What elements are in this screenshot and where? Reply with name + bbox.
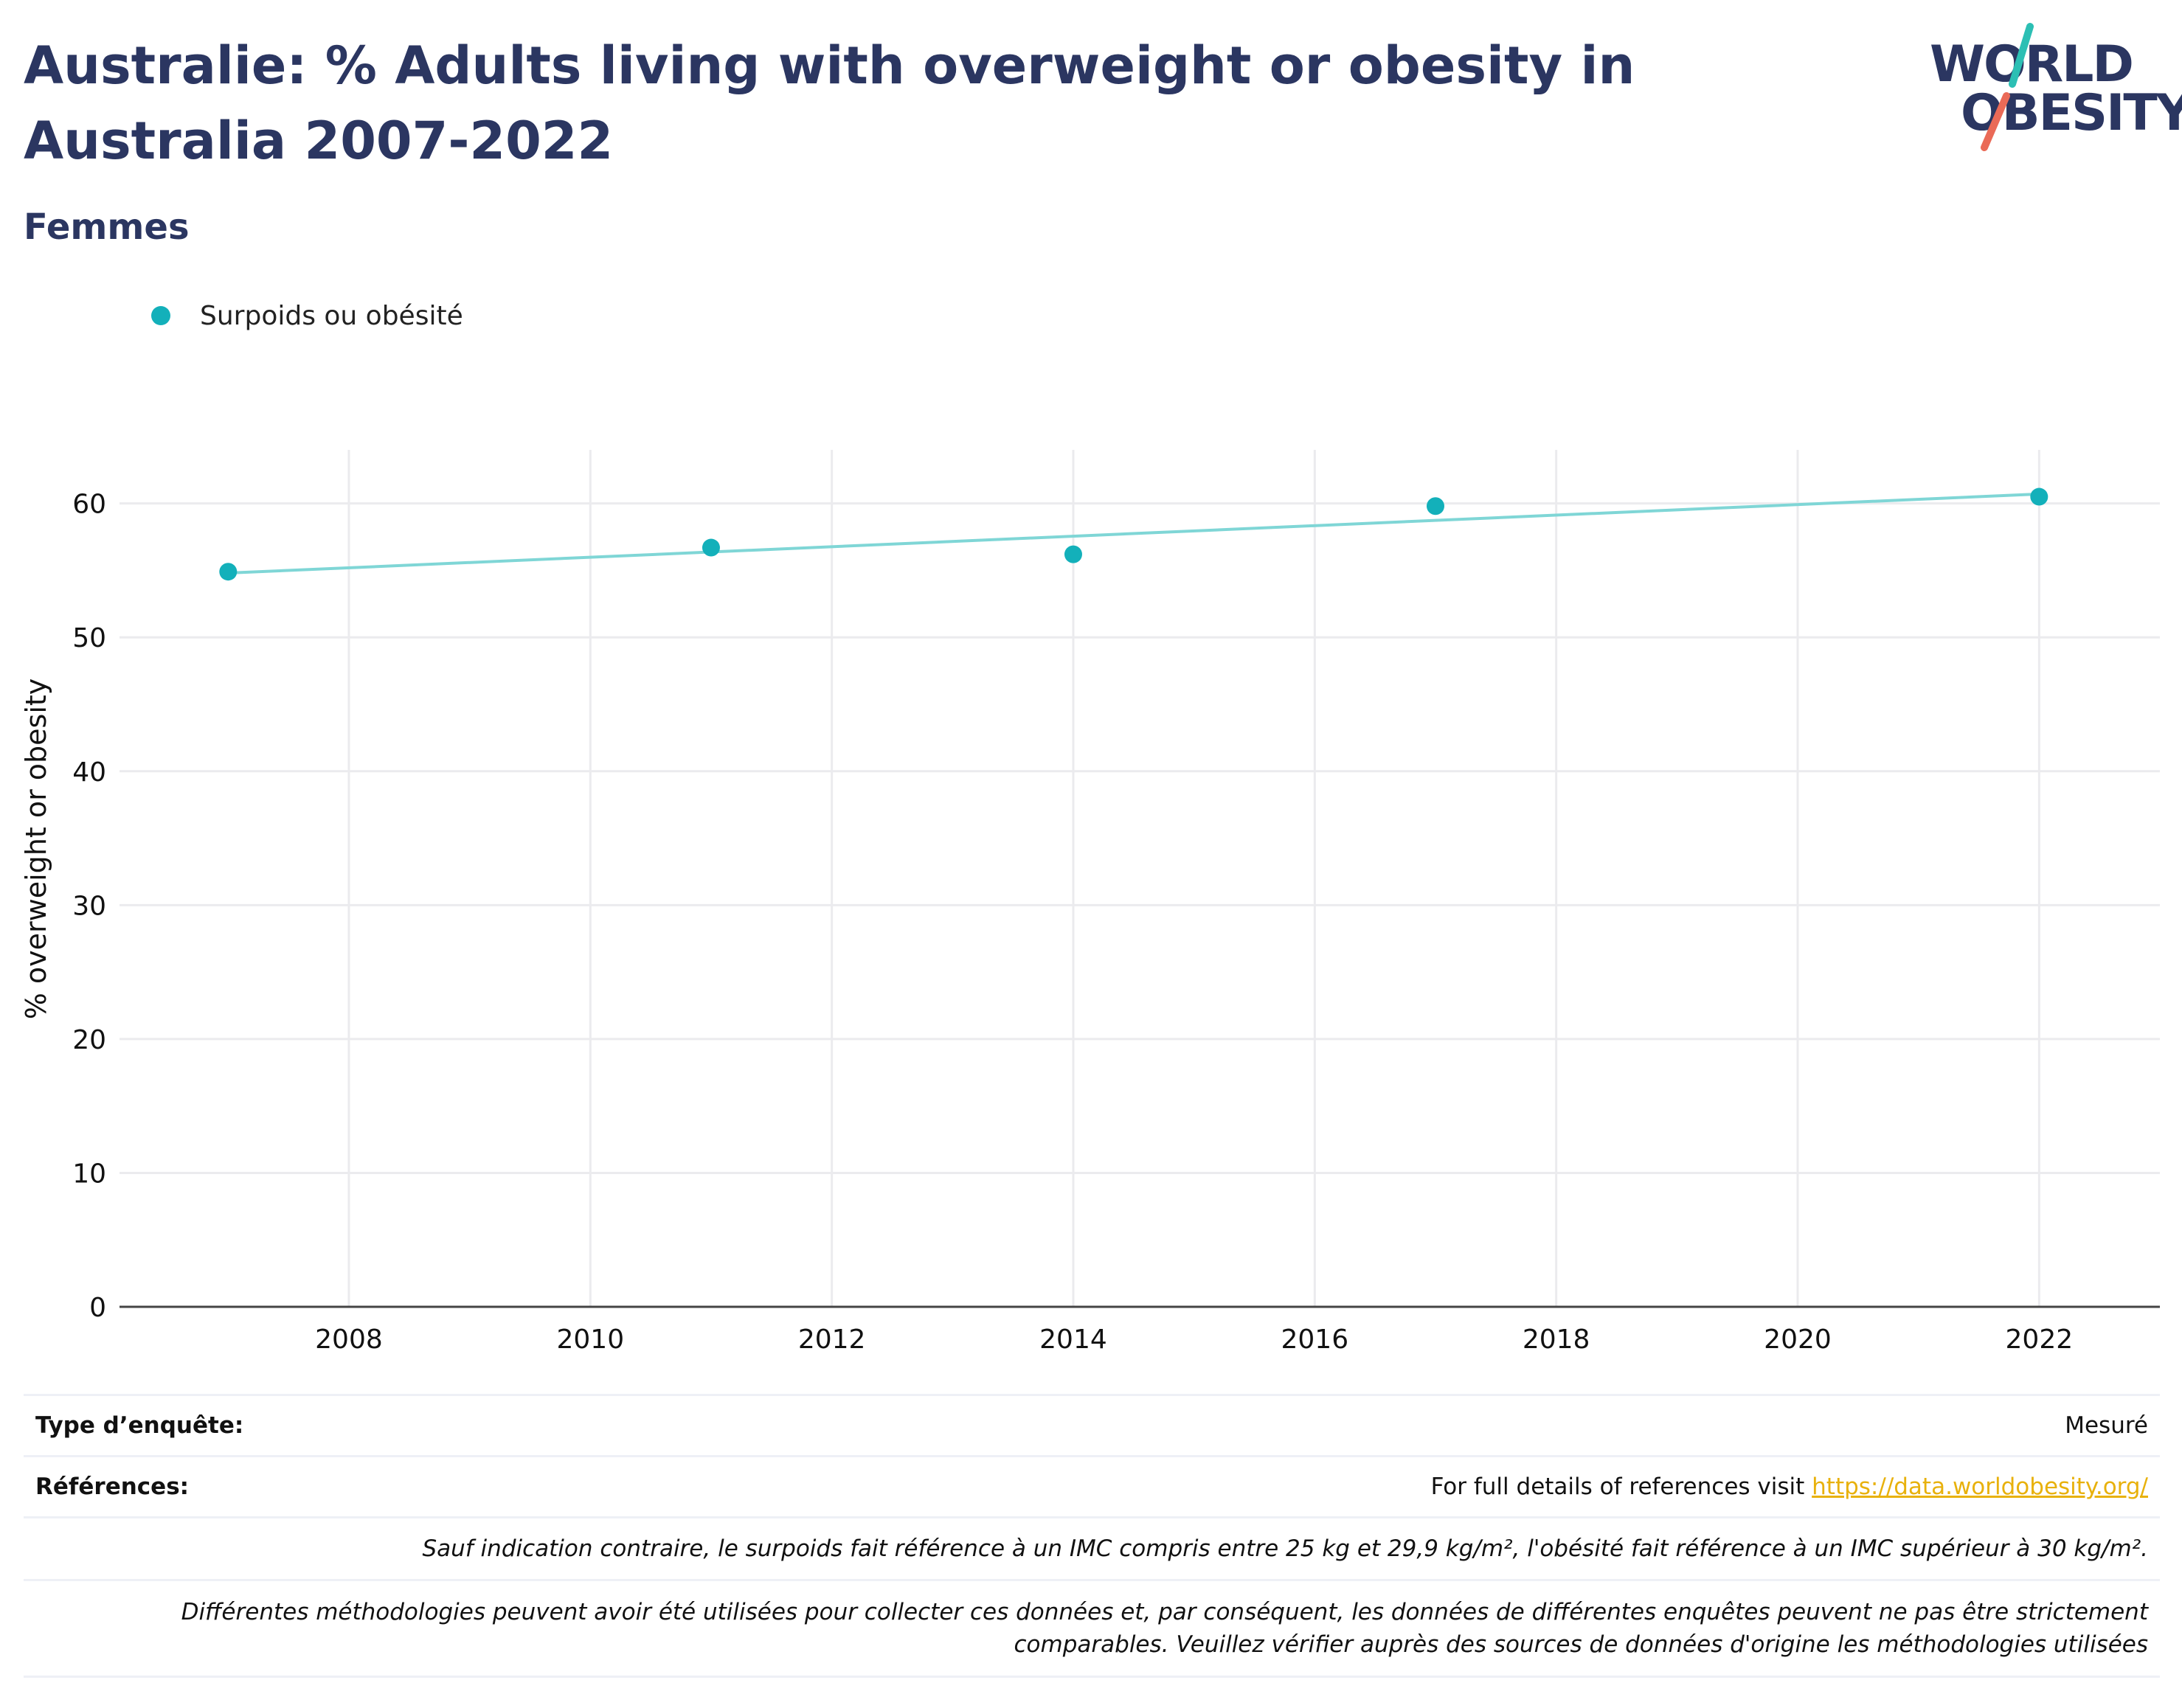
- data-point[interactable]: [219, 563, 238, 581]
- references-label: Références:: [35, 1473, 190, 1500]
- definition-note-text: Sauf indication contraire, le surpoids f…: [422, 1535, 2148, 1562]
- survey-type-value: Mesuré: [2065, 1412, 2148, 1439]
- chart-subtitle: Femmes: [24, 206, 190, 248]
- trend-line: [228, 492, 2040, 575]
- references-link[interactable]: https://data.worldobesity.org/: [1812, 1473, 2148, 1500]
- data-point[interactable]: [702, 538, 720, 557]
- x-tick-label: 2018: [1523, 1325, 1590, 1355]
- logo-line-1: WORLD: [1930, 35, 2134, 94]
- x-tick-label: 2020: [1764, 1325, 1832, 1355]
- data-point[interactable]: [1064, 545, 1082, 563]
- y-tick-label: 0: [89, 1293, 106, 1323]
- legend-marker: [151, 306, 170, 325]
- data-point[interactable]: [1426, 497, 1444, 515]
- legend-label: Surpoids ou obésité: [200, 300, 463, 331]
- y-tick-label: 30: [72, 891, 106, 921]
- gridlines: [120, 450, 2160, 1307]
- references-value: For full details of references visit htt…: [1431, 1473, 2148, 1500]
- x-tick-label: 2016: [1281, 1325, 1349, 1355]
- y-axis-label: % overweight or obesity: [20, 678, 52, 1020]
- x-tick-label: 2008: [315, 1325, 383, 1355]
- y-tick-label: 50: [72, 623, 106, 653]
- y-tick-label: 10: [72, 1159, 106, 1189]
- x-tick-label: 2022: [2006, 1325, 2074, 1355]
- x-tick-label: 2012: [798, 1325, 866, 1355]
- survey-type-row: Type d’enquête: Mesuré: [24, 1394, 2160, 1455]
- references-row: Références: For full details of referenc…: [24, 1455, 2160, 1516]
- methodology-note-line-1: Différentes méthodologies peuvent avoir …: [181, 1599, 2148, 1625]
- y-tick-label: 60: [72, 490, 106, 520]
- data-point[interactable]: [2030, 487, 2048, 506]
- references-text: For full details of references visit: [1430, 1473, 1812, 1500]
- y-tick-label: 40: [72, 757, 106, 788]
- survey-type-label: Type d’enquête:: [35, 1412, 244, 1439]
- x-tick-label: 2014: [1039, 1325, 1107, 1355]
- y-tick-label: 20: [72, 1025, 106, 1055]
- world-obesity-logo[interactable]: WORLD OBESITY: [1925, 22, 2182, 155]
- definition-note: Sauf indication contraire, le surpoids f…: [24, 1516, 2160, 1579]
- methodology-note-line-2: comparables. Veuillez vérifier auprès de…: [1014, 1631, 2148, 1658]
- trendline: [228, 492, 2040, 575]
- x-tick-label: 2010: [556, 1325, 624, 1355]
- chart-area: 2008 2010 2012 2014 2016 2018 2020 2022 0 10 20 30 4…: [20, 450, 2160, 1355]
- info-table: Type d’enquête: Mesuré Références: For f…: [24, 1394, 2160, 1678]
- data-points: [219, 487, 2048, 581]
- methodology-note: Différentes méthodologies peuvent avoir …: [24, 1579, 2160, 1678]
- logo-slash-icon: [1981, 23, 2034, 151]
- axes: 2008 2010 2012 2014 2016 2018 2020 2022 0 10 20 30 4…: [72, 490, 2160, 1355]
- page-title: Australie: % Adults living with overweig…: [24, 35, 1635, 171]
- chart-legend[interactable]: Surpoids ou obésité: [151, 294, 463, 338]
- methodology-note-text: Différentes méthodologies peuvent avoir …: [181, 1596, 2148, 1661]
